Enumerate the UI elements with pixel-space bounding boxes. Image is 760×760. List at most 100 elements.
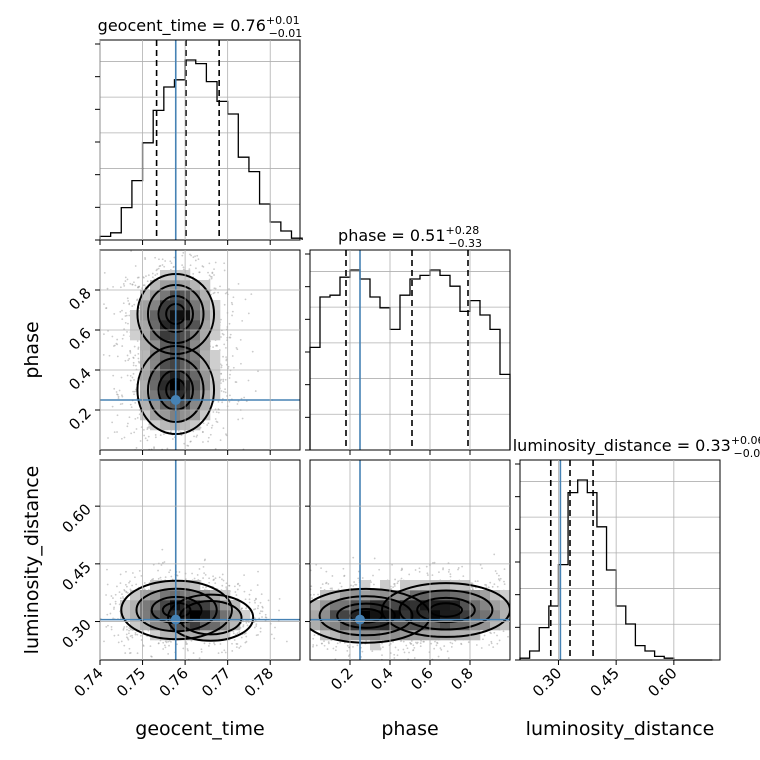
sample-point xyxy=(220,372,222,375)
sample-point xyxy=(124,321,127,324)
sample-point xyxy=(237,282,240,285)
sample-point xyxy=(240,362,242,365)
density-cell xyxy=(150,300,161,311)
sample-point xyxy=(177,451,179,453)
sample-point xyxy=(140,634,142,637)
sample-point xyxy=(196,434,199,437)
density-cell xyxy=(150,620,161,631)
sample-point xyxy=(195,267,197,270)
sample-point xyxy=(132,390,135,393)
sample-point xyxy=(124,359,127,362)
sample-point xyxy=(250,293,253,296)
sample-point xyxy=(148,427,151,429)
sample-point xyxy=(258,612,261,615)
density-cell xyxy=(150,310,161,321)
sample-point xyxy=(257,605,260,607)
sample-point xyxy=(410,640,413,642)
sample-point xyxy=(255,625,258,627)
sample-point xyxy=(137,346,140,349)
sample-point xyxy=(134,354,137,357)
sample-point xyxy=(153,446,155,449)
sample-point xyxy=(219,643,222,645)
sample-point xyxy=(332,647,335,650)
sample-point xyxy=(223,303,226,306)
density-cell xyxy=(210,370,221,381)
sample-point xyxy=(108,354,111,357)
sample-point xyxy=(143,582,146,584)
sample-point xyxy=(220,336,222,338)
sample-point xyxy=(135,428,138,430)
sample-point xyxy=(291,626,293,628)
sample-point xyxy=(103,640,105,643)
sample-point xyxy=(279,613,281,615)
sample-point xyxy=(229,373,231,376)
sample-point xyxy=(225,358,228,361)
contour-line xyxy=(167,593,255,642)
sample-point xyxy=(91,596,93,598)
sample-point xyxy=(243,574,245,577)
sample-point xyxy=(122,302,125,305)
sample-point xyxy=(126,637,129,640)
sample-point xyxy=(419,645,422,648)
density-cell xyxy=(140,590,151,601)
density-cell xyxy=(210,300,221,311)
sample-point xyxy=(116,393,118,396)
panel-luminosity_distance-hist-grid xyxy=(558,460,675,660)
sample-point xyxy=(103,271,106,274)
sample-point xyxy=(134,265,137,267)
sample-point xyxy=(220,366,223,369)
sample-point xyxy=(235,643,238,645)
sample-point xyxy=(147,274,150,277)
sample-point xyxy=(274,626,276,629)
sample-point xyxy=(121,402,124,405)
density-cell xyxy=(160,410,171,421)
sample-point xyxy=(304,586,306,588)
density-cell xyxy=(210,390,221,401)
sample-point xyxy=(112,617,115,620)
sample-point xyxy=(119,286,122,289)
sample-point xyxy=(221,332,224,335)
sample-point xyxy=(248,593,251,596)
sample-point xyxy=(126,297,129,300)
sample-point xyxy=(146,280,149,283)
density-cell xyxy=(190,340,201,351)
sample-point xyxy=(129,374,132,377)
sample-point xyxy=(167,653,170,655)
sample-point xyxy=(204,573,207,576)
sample-point xyxy=(94,596,96,598)
density-cell xyxy=(190,580,201,591)
density-cell xyxy=(120,600,131,611)
sample-point xyxy=(246,624,249,627)
sample-point xyxy=(145,275,147,278)
sample-point xyxy=(286,606,288,608)
density-cell xyxy=(190,610,201,621)
density-cell xyxy=(150,610,161,621)
sample-point xyxy=(128,647,131,650)
sample-point xyxy=(238,631,241,633)
panel-phase-hist-x-ticks xyxy=(349,450,471,455)
sample-point xyxy=(106,613,109,616)
sample-point xyxy=(253,608,255,611)
sample-point xyxy=(114,602,117,605)
sample-point xyxy=(305,640,307,642)
sample-point xyxy=(198,657,201,660)
sample-point xyxy=(129,588,132,591)
sample-point xyxy=(126,422,129,425)
density-cell xyxy=(200,330,211,341)
density-cell xyxy=(160,350,171,361)
sample-point xyxy=(220,382,222,385)
truth-marker xyxy=(170,614,181,625)
sample-point xyxy=(165,465,167,467)
sample-point xyxy=(189,440,192,443)
sample-point xyxy=(390,585,392,588)
sample-point xyxy=(151,272,154,275)
sample-point xyxy=(128,357,131,360)
sample-point xyxy=(225,433,227,436)
sample-point xyxy=(493,583,496,586)
sample-point xyxy=(136,340,139,342)
sample-point xyxy=(154,434,157,436)
sample-point xyxy=(313,593,315,596)
sample-point xyxy=(131,376,134,379)
sample-point xyxy=(192,430,195,433)
sample-point xyxy=(131,468,133,470)
